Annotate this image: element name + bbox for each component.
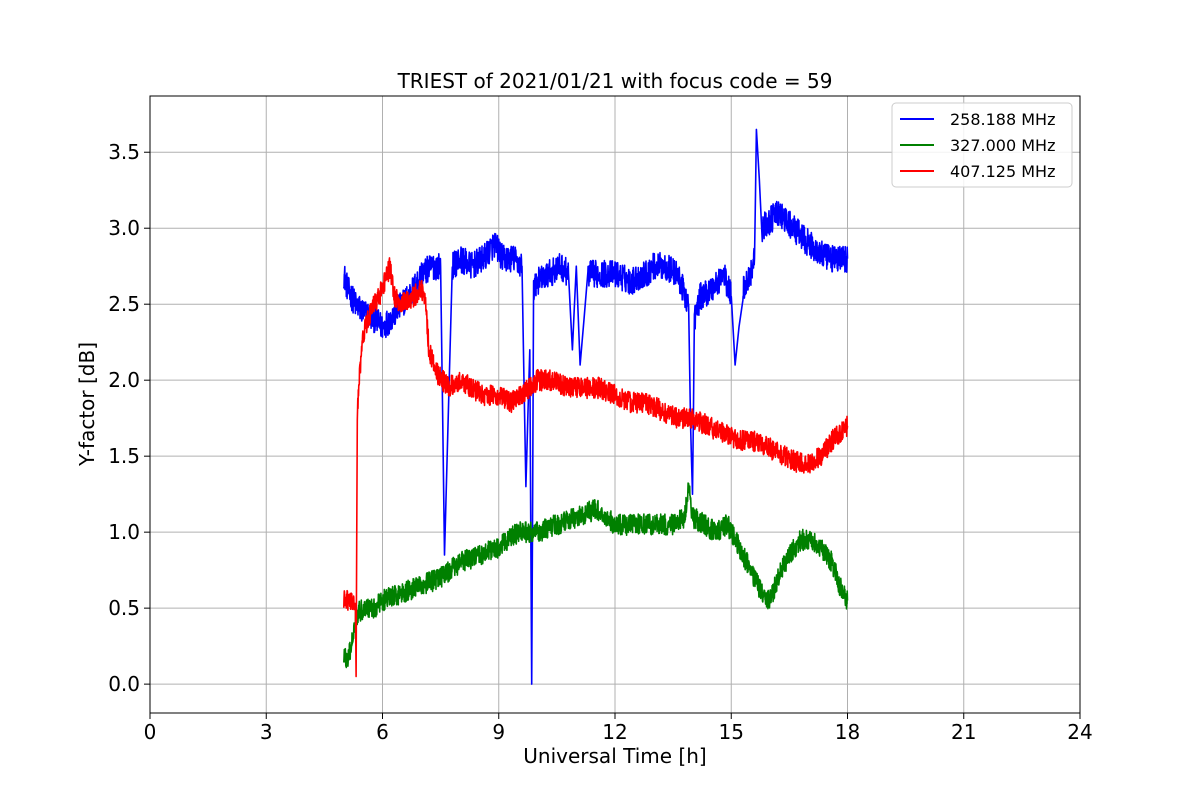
x-tick-label: 15 [719,720,744,744]
legend-entry: 407.125 MHz [950,162,1055,181]
legend-box [891,102,1073,188]
y-tick-label: 3.5 [108,140,140,164]
legend-entry: 258.188 MHz [950,110,1055,129]
x-tick-label: 18 [835,720,860,744]
x-tick-label: 9 [492,720,505,744]
y-axis: 0.0 0.5 1.0 1.5 2.0 2.5 3.0 3.5 [108,140,150,696]
series-group [343,128,849,685]
legend: 258.188 MHz 327.000 MHz 407.125 MHz [891,102,1073,188]
y-tick-label: 1.0 [108,520,140,544]
series-line [343,257,849,678]
x-tick-label: 12 [602,720,627,744]
y-tick-label: 2.5 [108,292,140,316]
x-tick-label: 3 [260,720,273,744]
y-tick-label: 1.5 [108,444,140,468]
x-tick-label: 6 [376,720,389,744]
chart-title: TRIEST of 2021/01/21 with focus code = 5… [397,69,833,93]
y-tick-label: 0.0 [108,672,140,696]
y-axis-label: Y-factor [dB] [75,342,99,467]
y-tick-label: 3.0 [108,216,140,240]
x-tick-label: 0 [144,720,157,744]
x-tick-label: 24 [1067,720,1092,744]
y-tick-label: 0.5 [108,596,140,620]
x-axis-label: Universal Time [h] [523,744,706,768]
x-axis: 0 3 6 9 12 15 18 21 24 [144,713,1093,744]
y-tick-label: 2.0 [108,368,140,392]
series-line [343,482,849,669]
x-tick-label: 21 [951,720,976,744]
legend-entry: 327.000 MHz [950,136,1055,155]
series-line [343,128,849,685]
plot-area [343,128,849,685]
